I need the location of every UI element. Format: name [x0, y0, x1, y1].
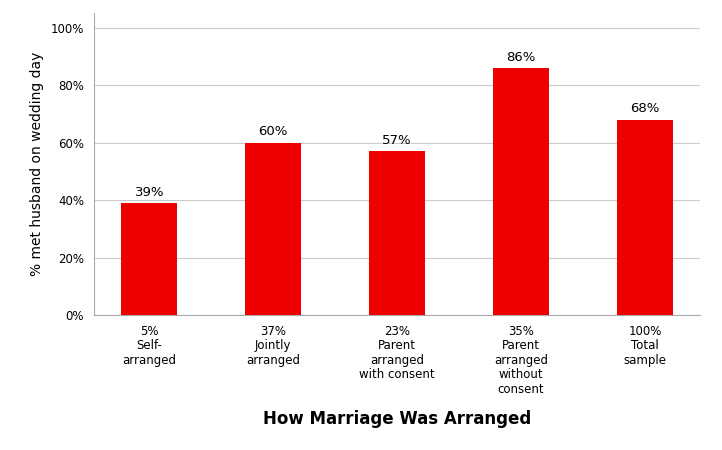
Bar: [369, 151, 425, 315]
Text: 39%: 39%: [134, 186, 164, 199]
Bar: [493, 68, 549, 315]
Text: 60%: 60%: [258, 126, 288, 139]
X-axis label: How Marriage Was Arranged: How Marriage Was Arranged: [263, 410, 531, 427]
Y-axis label: % met husband on wedding day: % met husband on wedding day: [30, 52, 44, 276]
Text: 86%: 86%: [506, 51, 536, 64]
Bar: [245, 143, 301, 315]
Text: 68%: 68%: [630, 103, 660, 116]
Text: 57%: 57%: [382, 134, 412, 147]
Bar: [121, 203, 177, 315]
Bar: [617, 120, 673, 315]
